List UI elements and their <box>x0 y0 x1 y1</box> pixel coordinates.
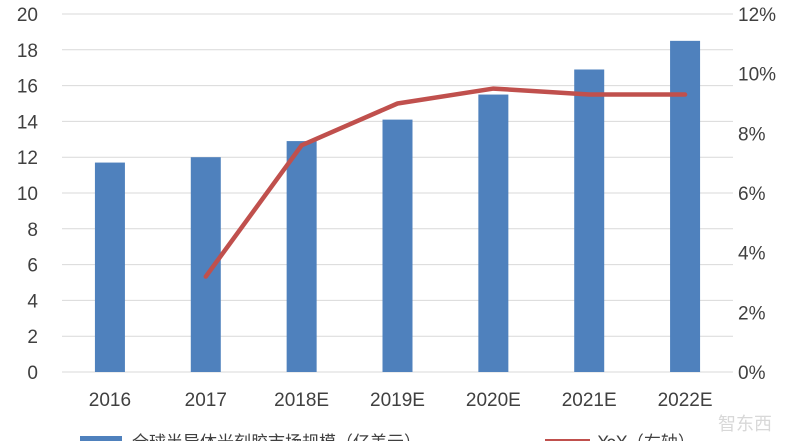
y-left-tick-label: 16 <box>17 77 38 98</box>
bar <box>478 94 509 373</box>
y-left-tick-label: 4 <box>27 291 38 312</box>
x-tick-label: 2022E <box>658 390 713 411</box>
bar <box>382 119 413 372</box>
y-right-tick-label: 6% <box>738 184 766 205</box>
x-tick-label: 2017 <box>185 390 227 411</box>
legend: 全球半导体光刻胶市场规模（亿美元） YoY（右轴） <box>80 433 695 441</box>
bar-series <box>94 40 701 373</box>
y-left-tick-label: 18 <box>17 41 38 62</box>
y-left-tick-label: 0 <box>27 363 38 384</box>
legend-label-line: YoY（右轴） <box>597 433 695 441</box>
y-left-tick-label: 8 <box>27 220 38 241</box>
y-left-tick-label: 6 <box>27 256 38 277</box>
y-right-tick-label: 8% <box>738 124 766 145</box>
line-series <box>203 86 688 279</box>
y-left-tick-label: 2 <box>27 327 38 348</box>
y-left-tick-label: 20 <box>17 5 38 26</box>
y-right-tick-label: 2% <box>738 303 766 324</box>
y-right-tick-label: 12% <box>738 5 776 26</box>
y-left-tick-label: 12 <box>17 148 38 169</box>
x-tick-label: 2019E <box>370 390 425 411</box>
yoy-line <box>203 86 688 279</box>
right-y-axis: 0% 2% 4% 6% 8% 10% 12% <box>738 5 776 384</box>
bar <box>670 40 701 372</box>
y-left-tick-label: 14 <box>17 112 39 133</box>
x-axis: 2016 2017 2018E 2019E 2020E 2021E 2022E <box>89 390 713 411</box>
y-right-tick-label: 0% <box>738 363 766 384</box>
bar <box>94 162 125 372</box>
y-right-tick-label: 10% <box>738 65 776 86</box>
x-tick-label: 2020E <box>466 390 521 411</box>
bar <box>286 141 317 372</box>
x-tick-label: 2018E <box>274 390 329 411</box>
bar <box>574 69 605 373</box>
x-tick-label: 2021E <box>562 390 617 411</box>
y-right-tick-label: 4% <box>738 244 766 265</box>
legend-label-bar: 全球半导体光刻胶市场规模（亿美元） <box>132 433 421 441</box>
watermark: 智东西 <box>718 414 772 435</box>
y-left-tick-label: 10 <box>17 184 38 205</box>
left-y-axis: 0 2 4 6 8 10 12 14 16 18 20 <box>17 5 39 384</box>
legend-swatch-bar <box>80 436 122 441</box>
x-tick-label: 2016 <box>89 390 131 411</box>
